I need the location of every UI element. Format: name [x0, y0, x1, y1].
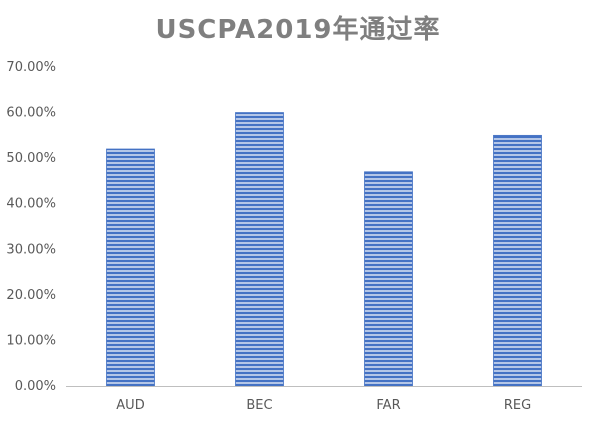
y-tick-label: 50.00%	[6, 151, 56, 166]
x-tick-label: BEC	[246, 398, 272, 413]
y-tick-label: 40.00%	[6, 197, 56, 212]
y-tick-label: 30.00%	[6, 242, 56, 257]
x-tick-label: REG	[504, 398, 531, 413]
x-tick-label: FAR	[376, 398, 400, 413]
bar-far	[364, 171, 413, 387]
y-tick-label: 70.00%	[6, 60, 56, 75]
chart-title: USCPA2019年通过率	[155, 15, 441, 45]
y-tick-label: 0.00%	[15, 379, 56, 394]
bar-reg	[493, 134, 542, 387]
y-tick-label: 60.00%	[6, 106, 56, 121]
x-tick-label: AUD	[116, 398, 144, 413]
bar-bec	[235, 112, 284, 387]
bar-aud	[106, 148, 155, 387]
y-axis-tick-labels: 0.00% 10.00% 20.00% 30.00% 40.00% 50.00% 60.00…	[6, 60, 56, 394]
y-tick-label: 10.00%	[6, 333, 56, 348]
y-tick-label: 20.00%	[6, 288, 56, 303]
x-axis-tick-labels: AUD BEC FAR REG	[116, 398, 531, 413]
bars	[106, 112, 542, 387]
